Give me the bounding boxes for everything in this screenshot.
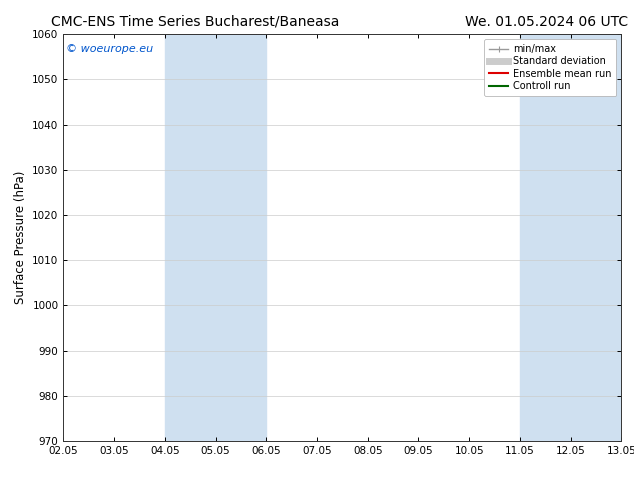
Text: CMC-ENS Time Series Bucharest/Baneasa: CMC-ENS Time Series Bucharest/Baneasa bbox=[51, 15, 339, 29]
Text: © woeurope.eu: © woeurope.eu bbox=[66, 45, 153, 54]
Y-axis label: Surface Pressure (hPa): Surface Pressure (hPa) bbox=[14, 171, 27, 304]
Legend: min/max, Standard deviation, Ensemble mean run, Controll run: min/max, Standard deviation, Ensemble me… bbox=[484, 39, 616, 96]
Bar bbox=[520, 34, 621, 441]
Text: We. 01.05.2024 06 UTC: We. 01.05.2024 06 UTC bbox=[465, 15, 628, 29]
Bar bbox=[165, 34, 266, 441]
